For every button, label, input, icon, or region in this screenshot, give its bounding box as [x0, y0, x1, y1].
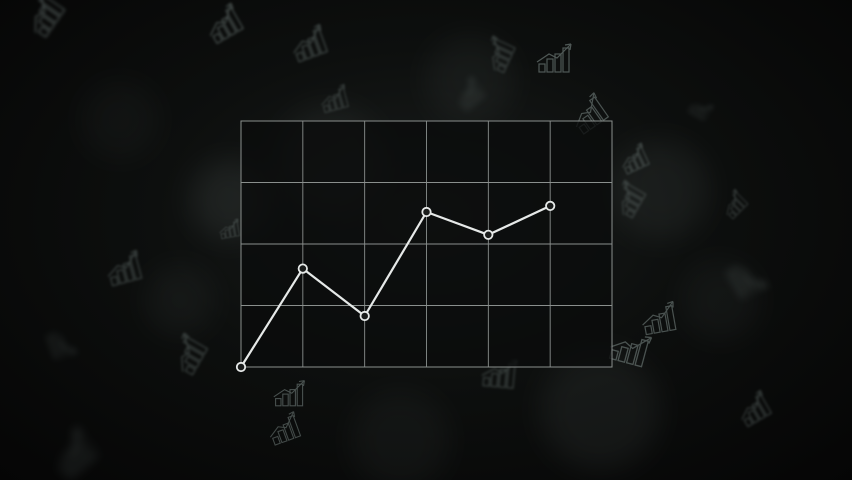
background-fog	[80, 35, 760, 480]
bar-growth-icon	[34, 0, 66, 38]
data-point	[359, 310, 370, 322]
bar-growth-icon	[491, 35, 516, 74]
bar-growth-icon	[642, 300, 677, 336]
fog-blob	[80, 80, 160, 160]
data-point	[545, 200, 556, 211]
bar-growth-icon	[219, 218, 240, 240]
bar-growth-icon	[59, 427, 99, 480]
bar-growth-icon	[608, 336, 653, 368]
chart-grid	[241, 121, 612, 367]
data-point	[421, 206, 432, 218]
bar-growth-icon	[459, 76, 486, 112]
bar-growth-icon	[622, 179, 647, 219]
fog-blob	[145, 265, 215, 335]
bar-growth-icon	[181, 332, 209, 376]
fog-blob	[350, 390, 450, 480]
bar-growth-icon	[107, 249, 143, 287]
bar-growth-icon	[622, 142, 650, 175]
bar-growth-icon	[536, 43, 572, 73]
bar-growth-icon	[725, 264, 768, 299]
fog-blob	[540, 350, 660, 470]
data-point	[235, 361, 247, 373]
bar-growth-icon	[321, 83, 349, 114]
background-icon-group	[34, 0, 773, 480]
bar-growth-icon	[273, 380, 305, 407]
data-point	[297, 263, 308, 274]
bar-growth-icon	[293, 23, 329, 63]
chart-series	[239, 204, 552, 369]
bar-growth-icon	[726, 188, 749, 220]
bar-growth-icon	[209, 2, 244, 45]
data-point	[483, 229, 494, 240]
chart-markers	[235, 200, 556, 373]
bar-growth-icon	[45, 331, 77, 360]
fog-blob	[610, 140, 710, 240]
series-line	[239, 204, 552, 369]
bar-growth-icon	[741, 389, 773, 428]
bar-growth-icon	[269, 411, 302, 446]
bar-growth-icon	[687, 104, 714, 121]
